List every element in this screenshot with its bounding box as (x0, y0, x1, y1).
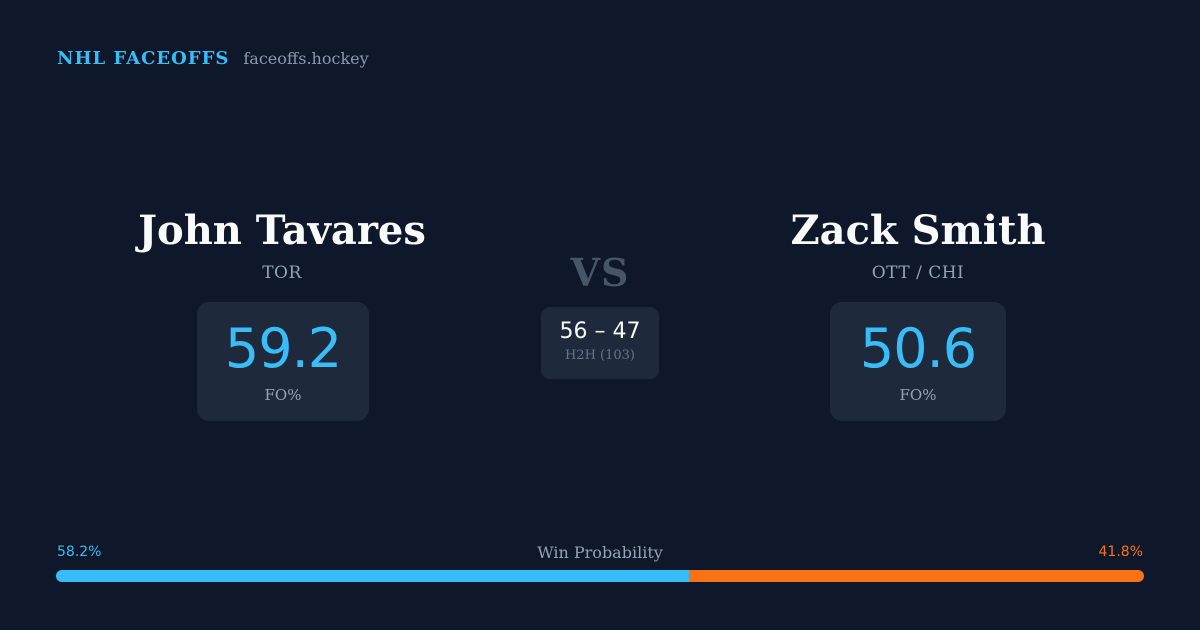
brand-header: NHL FACEOFFS faceoffs.hockey (57, 48, 369, 69)
head-to-head-label: H2H (103) (564, 348, 636, 363)
head-to-head-score: 56 – 47 (559, 319, 641, 344)
win-probability-left-fill (56, 570, 690, 582)
player-left-team: TOR (262, 263, 302, 283)
player-right-name: Zack Smith (790, 207, 1046, 254)
win-probability-left-label: 58.2% (57, 544, 102, 560)
brand-site-link[interactable]: faceoffs.hockey (243, 49, 369, 68)
player-right-stat-value: 50.6 (859, 317, 977, 380)
player-right-stat-card: 50.6 FO% (830, 302, 1006, 421)
player-left-stat-label: FO% (264, 386, 302, 404)
player-right-stat-label: FO% (899, 386, 937, 404)
win-probability-right-label: 41.8% (1098, 544, 1143, 560)
versus-label: VS (570, 250, 630, 295)
win-probability-bar (56, 570, 1144, 582)
player-left-stat-card: 59.2 FO% (197, 302, 369, 421)
win-probability-right-fill (689, 570, 1144, 582)
win-probability-title: Win Probability (537, 543, 663, 562)
head-to-head-card: 56 – 47 H2H (103) (541, 307, 659, 379)
player-left: John Tavares TOR (62, 204, 502, 283)
player-left-name: John Tavares (138, 207, 426, 254)
player-right: Zack Smith OTT / CHI (698, 204, 1138, 283)
brand-name: NHL FACEOFFS (57, 48, 230, 69)
player-left-stat-value: 59.2 (224, 317, 342, 380)
player-right-team: OTT / CHI (871, 263, 965, 283)
